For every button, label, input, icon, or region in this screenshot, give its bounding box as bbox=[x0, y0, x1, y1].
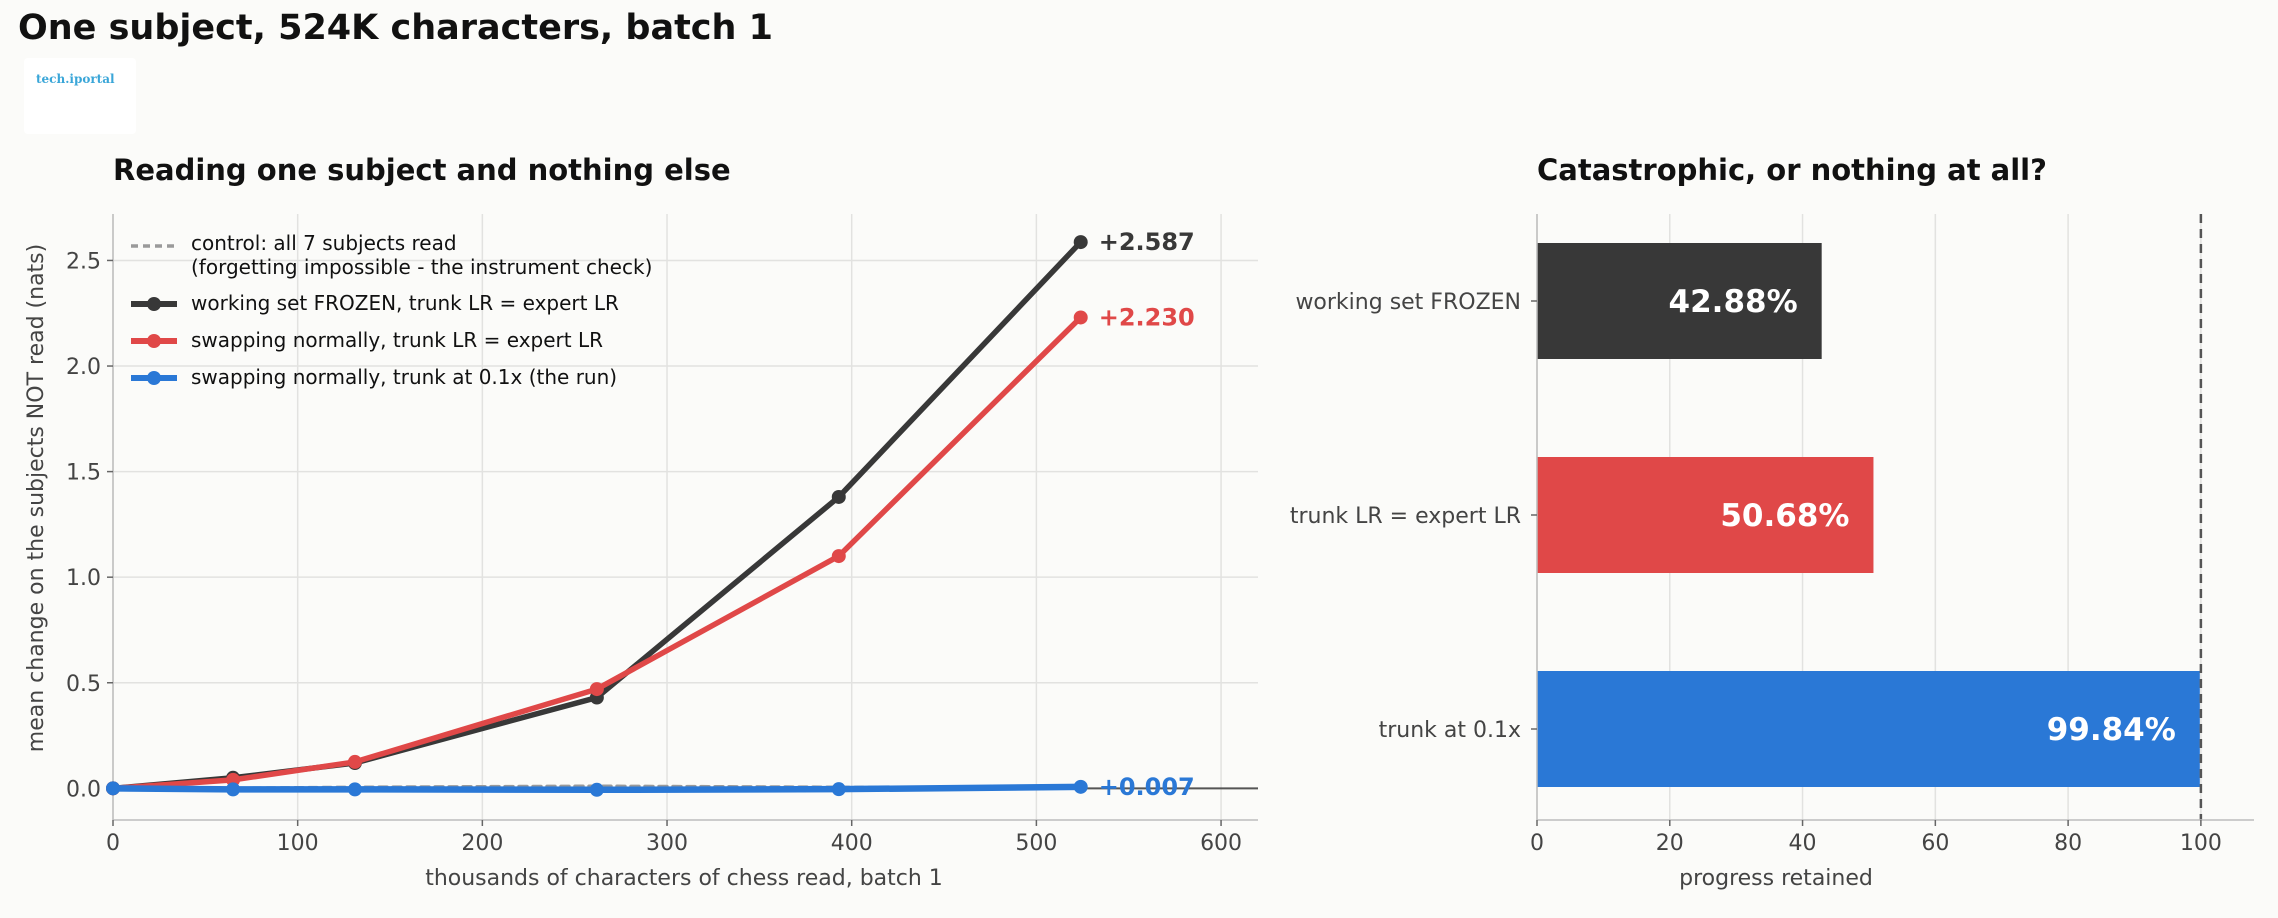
series-line bbox=[110, 314, 1084, 792]
line-chart-grid bbox=[112, 214, 1258, 820]
category-label: working set FROZEN bbox=[1295, 290, 1521, 315]
y-tick-label: 0.5 bbox=[66, 672, 101, 697]
y-tick-label: 2.0 bbox=[66, 355, 101, 380]
legend-label: swapping normally, trunk LR = expert LR bbox=[191, 328, 603, 352]
data-point bbox=[1073, 779, 1088, 794]
figure-title: One subject, 524K characters, batch 1 bbox=[18, 8, 774, 48]
data-point bbox=[589, 782, 604, 797]
y-tick-label: 1.0 bbox=[66, 566, 101, 591]
legend-marker bbox=[147, 297, 161, 311]
x-tick-label: 100 bbox=[2180, 831, 2222, 856]
bar-chart: Catastrophic, or nothing at all? 42.88% 5… bbox=[1290, 153, 2254, 891]
line-chart-x-ticks: 0 100 200 300 400 500 600 bbox=[106, 820, 1242, 856]
legend-label-line2: (forgetting impossible - the instrument … bbox=[191, 255, 652, 279]
bar bbox=[1537, 243, 1822, 359]
y-tick-label: 0.0 bbox=[66, 777, 101, 802]
data-point bbox=[226, 782, 241, 797]
line-chart-y-ticks: 0.0 0.5 1.0 1.5 2.0 2.5 bbox=[66, 249, 113, 802]
x-tick-label: 80 bbox=[2054, 831, 2082, 856]
bar-chart-x-ticks: 0 20 40 60 80 100 bbox=[1530, 820, 2222, 856]
bar-chart-bars: 42.88% 50.68% 99.84% bbox=[1537, 243, 2200, 787]
data-point bbox=[831, 549, 846, 564]
series-end-label: +0.007 bbox=[1099, 773, 1195, 801]
line-chart: Reading one subject and nothing else 0 10… bbox=[24, 153, 1258, 891]
bar bbox=[1537, 457, 1874, 573]
legend-label: swapping normally, trunk at 0.1x (the ru… bbox=[191, 365, 617, 389]
line-chart-series bbox=[106, 235, 1088, 797]
x-tick-label: 100 bbox=[277, 831, 319, 856]
legend-label: control: all 7 subjects read bbox=[191, 231, 457, 255]
series-line bbox=[109, 783, 1084, 794]
data-point bbox=[106, 781, 120, 796]
y-tick-label: 1.5 bbox=[66, 461, 101, 486]
line-chart-x-label: thousands of characters of chess read, b… bbox=[425, 866, 943, 891]
bar-chart-title: Catastrophic, or nothing at all? bbox=[1537, 153, 2047, 187]
data-point bbox=[589, 682, 604, 697]
x-tick-label: 40 bbox=[1789, 831, 1817, 856]
legend-marker bbox=[147, 334, 161, 348]
logo: tech.iportal bbox=[24, 58, 136, 134]
bar bbox=[1537, 671, 2200, 787]
data-point bbox=[1073, 235, 1088, 250]
line-chart-title: Reading one subject and nothing else bbox=[113, 153, 731, 187]
logo-text: tech.iportal bbox=[36, 72, 115, 86]
x-tick-label: 500 bbox=[1015, 831, 1057, 856]
line-chart-end-labels: +2.587 +2.230 +0.007 bbox=[1099, 228, 1195, 801]
data-point bbox=[831, 489, 846, 504]
bar-value-label: 99.84% bbox=[2047, 712, 2176, 748]
series-end-label: +2.587 bbox=[1099, 228, 1195, 256]
bar-value-label: 42.88% bbox=[1669, 284, 1798, 320]
x-tick-label: 0 bbox=[1530, 831, 1544, 856]
category-label: trunk LR = expert LR bbox=[1290, 504, 1521, 529]
data-point bbox=[347, 782, 362, 797]
x-tick-label: 60 bbox=[1921, 831, 1949, 856]
data-point bbox=[1073, 310, 1088, 325]
legend-marker bbox=[147, 371, 161, 385]
y-tick-label: 2.5 bbox=[66, 249, 101, 274]
x-tick-label: 200 bbox=[461, 831, 503, 856]
x-tick-label: 0 bbox=[106, 831, 120, 856]
series-end-label: +2.230 bbox=[1099, 303, 1195, 331]
legend-label: working set FROZEN, trunk LR = expert LR bbox=[191, 291, 619, 315]
bar-chart-category-labels: working set FROZEN trunk LR = expert LR tr… bbox=[1290, 290, 1537, 743]
line-chart-legend: control: all 7 subjects read(forgetting … bbox=[131, 231, 652, 389]
x-tick-label: 300 bbox=[646, 831, 688, 856]
x-tick-label: 20 bbox=[1656, 831, 1684, 856]
data-point bbox=[831, 782, 846, 797]
line-chart-y-label: mean change on the subjects NOT read (na… bbox=[24, 244, 49, 752]
bar-chart-axes bbox=[1536, 214, 2254, 821]
x-tick-label: 400 bbox=[831, 831, 873, 856]
data-point bbox=[347, 754, 362, 769]
bar-chart-x-label: progress retained bbox=[1679, 866, 1873, 891]
category-label: trunk at 0.1x bbox=[1379, 718, 1521, 743]
bar-value-label: 50.68% bbox=[1720, 498, 1849, 534]
series-line bbox=[110, 239, 1084, 792]
x-tick-label: 600 bbox=[1200, 831, 1242, 856]
